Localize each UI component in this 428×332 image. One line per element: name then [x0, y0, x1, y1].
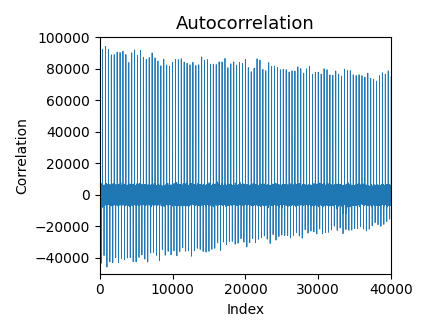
Y-axis label: Correlation: Correlation — [15, 117, 29, 194]
X-axis label: Index: Index — [226, 303, 265, 317]
Title: Autocorrelation: Autocorrelation — [176, 15, 315, 33]
